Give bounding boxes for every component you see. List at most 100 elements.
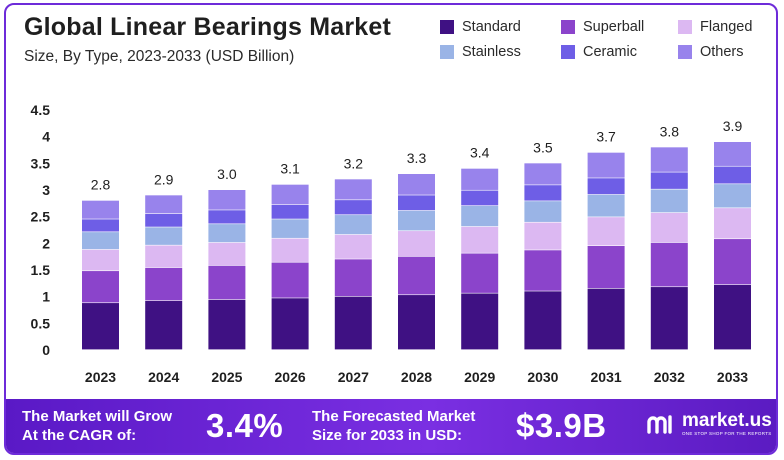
y-tick-label: 0.5 (31, 315, 51, 331)
legend-label: Others (700, 44, 744, 60)
cagr-label-line-2: At the CAGR of: (22, 427, 137, 444)
x-tick-label: 2028 (401, 369, 432, 385)
bar-segment-others (82, 200, 119, 219)
legend-item-stainless: Stainless (440, 44, 561, 60)
legend-label: Standard (462, 19, 521, 35)
bar-segment-ceramic (145, 214, 183, 227)
bar-segment-standard (334, 296, 372, 350)
bar-segment-superball (398, 256, 435, 295)
forecast-value: $3.9B (516, 407, 607, 444)
bar-segment-ceramic (714, 166, 751, 184)
bar-segment-stainless (524, 201, 562, 222)
bar-segment-superball (145, 267, 183, 301)
legend-item-ceramic: Ceramic (561, 44, 678, 60)
y-tick-label: 2.5 (31, 209, 51, 225)
bar-segment-flanged (145, 245, 183, 268)
bar-segment-superball (587, 246, 625, 289)
bar-segment-others (461, 168, 499, 190)
bar-total-label: 2.9 (154, 171, 174, 187)
bar-segment-others (650, 147, 688, 172)
legend-item-flanged: Flanged (678, 19, 776, 35)
chart-title: Global Linear Bearings Market (24, 13, 392, 41)
bar-total-label: 3.8 (660, 123, 680, 139)
bar-segment-others (334, 179, 372, 200)
bar-segment-others (524, 163, 562, 185)
forecast-label-line-1: The Forecasted Market (312, 408, 476, 425)
bar-segment-stainless (398, 210, 435, 231)
cagr-value: 3.4% (206, 407, 284, 444)
bar-segment-standard (82, 303, 119, 350)
brand-tagline: ONE STOP SHOP FOR THE REPORTS (682, 431, 772, 436)
bar-segment-standard (587, 288, 625, 350)
x-tick-label: 2024 (148, 369, 179, 385)
cagr-label: The Market will Grow At the CAGR of: (22, 407, 172, 445)
bar-segment-superball (524, 250, 562, 291)
bar-segment-superball (650, 242, 688, 287)
y-tick-label: 0 (42, 342, 50, 358)
bar-segment-others (145, 195, 183, 214)
bar-total-label: 3.7 (596, 129, 616, 145)
bar-segment-stainless (334, 215, 372, 235)
bar-segment-flanged (587, 217, 625, 246)
legend-swatch (678, 45, 692, 59)
bar-segment-ceramic (82, 219, 119, 232)
bar-total-label: 3.5 (533, 139, 553, 155)
bar-segment-standard (208, 299, 246, 350)
bar-segment-ceramic (271, 204, 309, 219)
bar-segment-others (714, 142, 751, 166)
chart-frame: Global Linear Bearings Market Size, By T… (4, 3, 778, 455)
bar-segment-flanged (82, 249, 119, 271)
bar-segment-standard (398, 295, 435, 350)
legend-swatch (561, 45, 575, 59)
y-tick-label: 4 (42, 129, 50, 145)
market-us-logo-icon (647, 415, 672, 434)
bar-segment-flanged (271, 238, 309, 262)
bar-segment-stainless (714, 184, 751, 208)
bar-segment-ceramic (524, 185, 562, 201)
y-tick-label: 3 (42, 182, 50, 198)
y-tick-label: 4.5 (31, 102, 51, 118)
bar-segment-standard (461, 293, 499, 350)
chart-subtitle: Size, By Type, 2023-2033 (USD Billion) (24, 48, 295, 65)
cagr-label-line-1: The Market will Grow (22, 408, 173, 425)
bar-segment-flanged (208, 242, 246, 266)
legend-item-superball: Superball (561, 19, 678, 35)
x-tick-label: 2027 (338, 369, 369, 385)
bar-segment-flanged (398, 231, 435, 257)
legend-swatch (440, 45, 454, 59)
bar-segment-standard (271, 298, 309, 350)
bar-total-label: 3.0 (217, 166, 237, 182)
bar-segment-flanged (524, 222, 562, 250)
y-tick-label: 2 (42, 235, 50, 251)
bar-total-label: 2.8 (91, 177, 111, 193)
chart-plot: 0 0.5 1 1.5 2 2.5 3 3.5 4 4.5 2.8 2.9 3.0 3.1 3.2 3.3 3… (31, 102, 751, 385)
bar-total-label: 3.3 (407, 150, 427, 166)
bar-segment-others (271, 184, 309, 205)
legend-label: Stainless (462, 44, 521, 60)
bar-segment-others (587, 152, 625, 178)
forecast-label: The Forecasted Market Size for 2033 in U… (312, 407, 475, 445)
bar-segment-ceramic (650, 172, 688, 189)
brand-name: market.us (682, 410, 772, 431)
y-tick-label: 1.5 (31, 262, 51, 278)
bar-segment-stainless (82, 232, 119, 250)
bar-segment-standard (145, 300, 183, 350)
x-tick-label: 2029 (464, 369, 495, 385)
bar-segment-flanged (650, 212, 688, 243)
legend-swatch (561, 20, 575, 34)
summary-banner: The Market will Grow At the CAGR of: 3.4… (6, 399, 776, 453)
x-tick-label: 2023 (85, 369, 116, 385)
legend: Standard Superball Flanged Stainless Ceramic… (440, 19, 776, 60)
legend-swatch (678, 20, 692, 34)
x-tick-label: 2026 (275, 369, 306, 385)
x-tick-label: 2025 (211, 369, 242, 385)
x-tick-label: 2032 (654, 369, 685, 385)
x-tick-label: 2031 (591, 369, 622, 385)
bar-segment-others (398, 174, 435, 195)
bar-total-label: 3.4 (470, 145, 490, 161)
bar-segment-standard (524, 291, 562, 350)
bar-segment-stainless (145, 227, 183, 245)
bar-segment-ceramic (398, 195, 435, 211)
legend-swatch (440, 20, 454, 34)
y-tick-label: 1 (42, 289, 50, 305)
